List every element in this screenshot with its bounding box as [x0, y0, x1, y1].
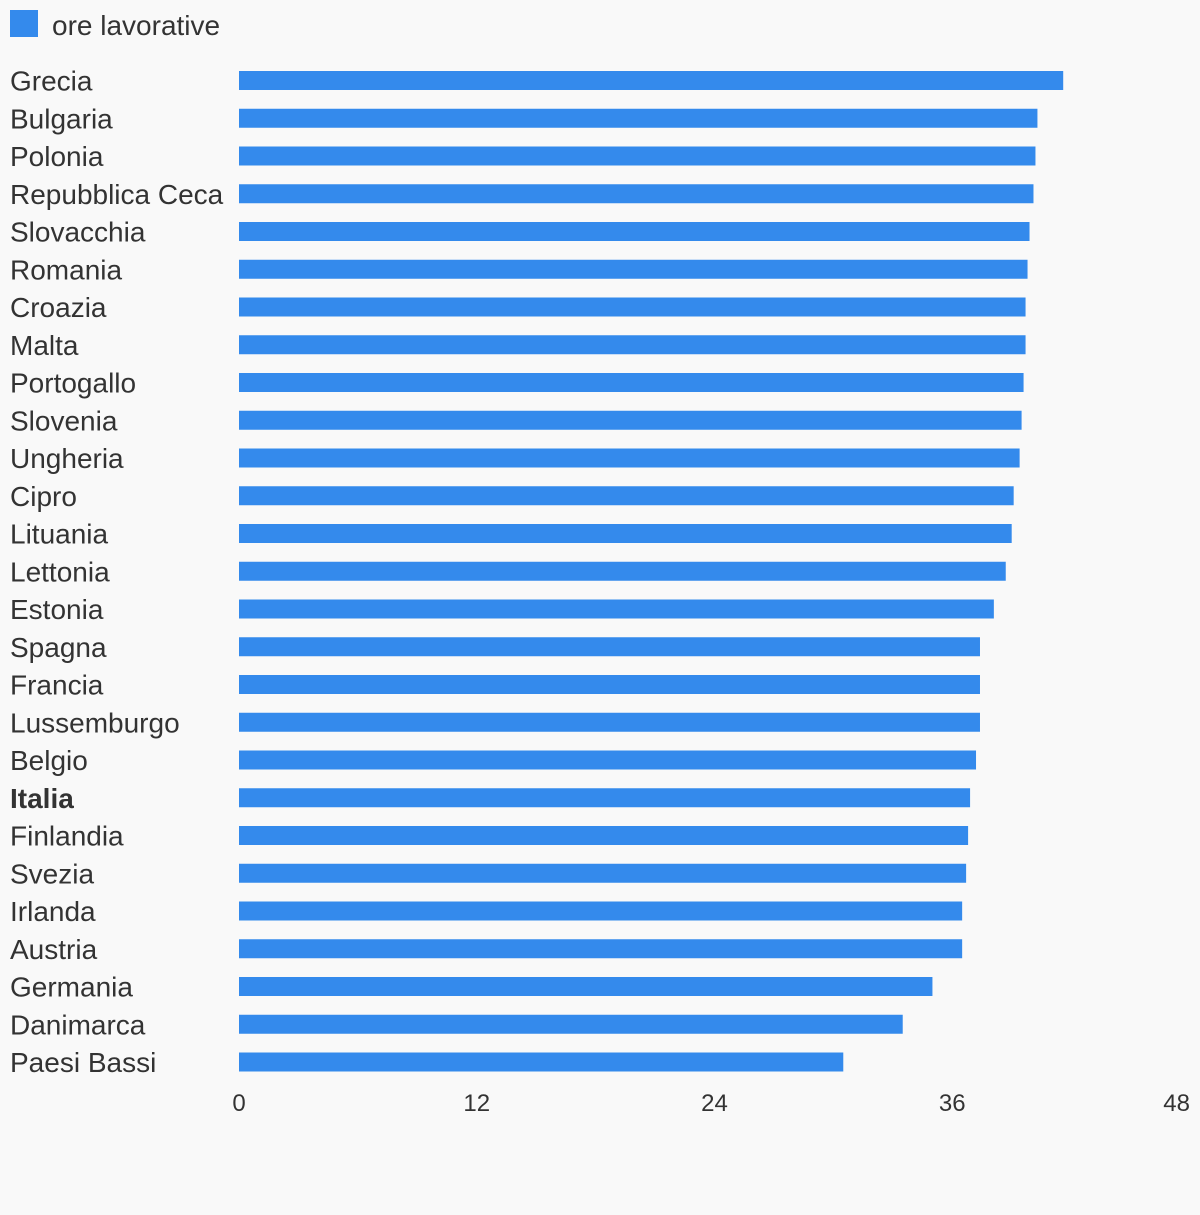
bar	[239, 410, 1022, 430]
bar	[239, 901, 963, 921]
category-label: Bulgaria	[10, 103, 113, 134]
category-label: Belgio	[10, 745, 88, 776]
bar	[239, 184, 1034, 204]
bar	[239, 373, 1024, 392]
bar	[239, 599, 994, 619]
category-label: Danimarca	[10, 1009, 146, 1040]
category-label: Svezia	[10, 858, 94, 889]
bar	[239, 977, 933, 996]
bar	[239, 259, 1028, 279]
category-label: Malta	[10, 330, 79, 361]
category-label: Ungheria	[10, 443, 124, 474]
x-tick-label: 24	[701, 1090, 728, 1117]
category-label: Italia	[10, 783, 74, 814]
category-label: Finlandia	[10, 821, 124, 852]
category-label: Germania	[10, 972, 133, 1003]
bar	[239, 826, 969, 845]
bar	[239, 1014, 903, 1034]
category-label: Lettonia	[10, 556, 110, 587]
category-label: Cipro	[10, 481, 77, 512]
bar	[239, 750, 977, 770]
bar	[239, 108, 1038, 128]
x-tick-label: 12	[463, 1090, 490, 1117]
bar	[239, 71, 1064, 90]
bar	[239, 863, 967, 883]
bar	[239, 146, 1036, 166]
category-label: Paesi Bassi	[10, 1047, 156, 1078]
bar	[239, 335, 1026, 355]
legend-label: ore lavorative	[52, 10, 221, 41]
bar	[239, 448, 1020, 468]
bar	[239, 788, 971, 808]
bar	[239, 486, 1014, 506]
category-label: Croazia	[10, 292, 107, 323]
category-label: Estonia	[10, 594, 104, 625]
bar	[239, 1052, 844, 1072]
category-label: Grecia	[10, 66, 93, 97]
bar	[239, 675, 980, 694]
bar	[239, 222, 1030, 241]
category-label: Lussemburgo	[10, 707, 180, 738]
category-label: Irlanda	[10, 896, 96, 927]
category-label: Romania	[10, 254, 122, 285]
bar	[239, 939, 963, 959]
legend-swatch	[10, 10, 38, 37]
category-label: Austria	[10, 934, 98, 965]
category-label: Spagna	[10, 632, 107, 663]
x-tick-label: 36	[939, 1090, 966, 1117]
bar	[239, 297, 1026, 317]
category-label: Portogallo	[10, 368, 136, 399]
x-tick-label: 48	[1163, 1090, 1190, 1117]
bar	[239, 712, 980, 732]
category-label: Repubblica Ceca	[10, 179, 224, 210]
bar	[239, 524, 1012, 543]
category-label: Francia	[10, 670, 104, 701]
category-label: Slovenia	[10, 405, 118, 436]
category-label: Polonia	[10, 141, 104, 172]
bar	[239, 637, 980, 657]
bar	[239, 561, 1006, 581]
x-tick-label: 0	[232, 1090, 245, 1117]
category-label: Lituania	[10, 519, 109, 550]
category-label: Slovacchia	[10, 217, 146, 248]
